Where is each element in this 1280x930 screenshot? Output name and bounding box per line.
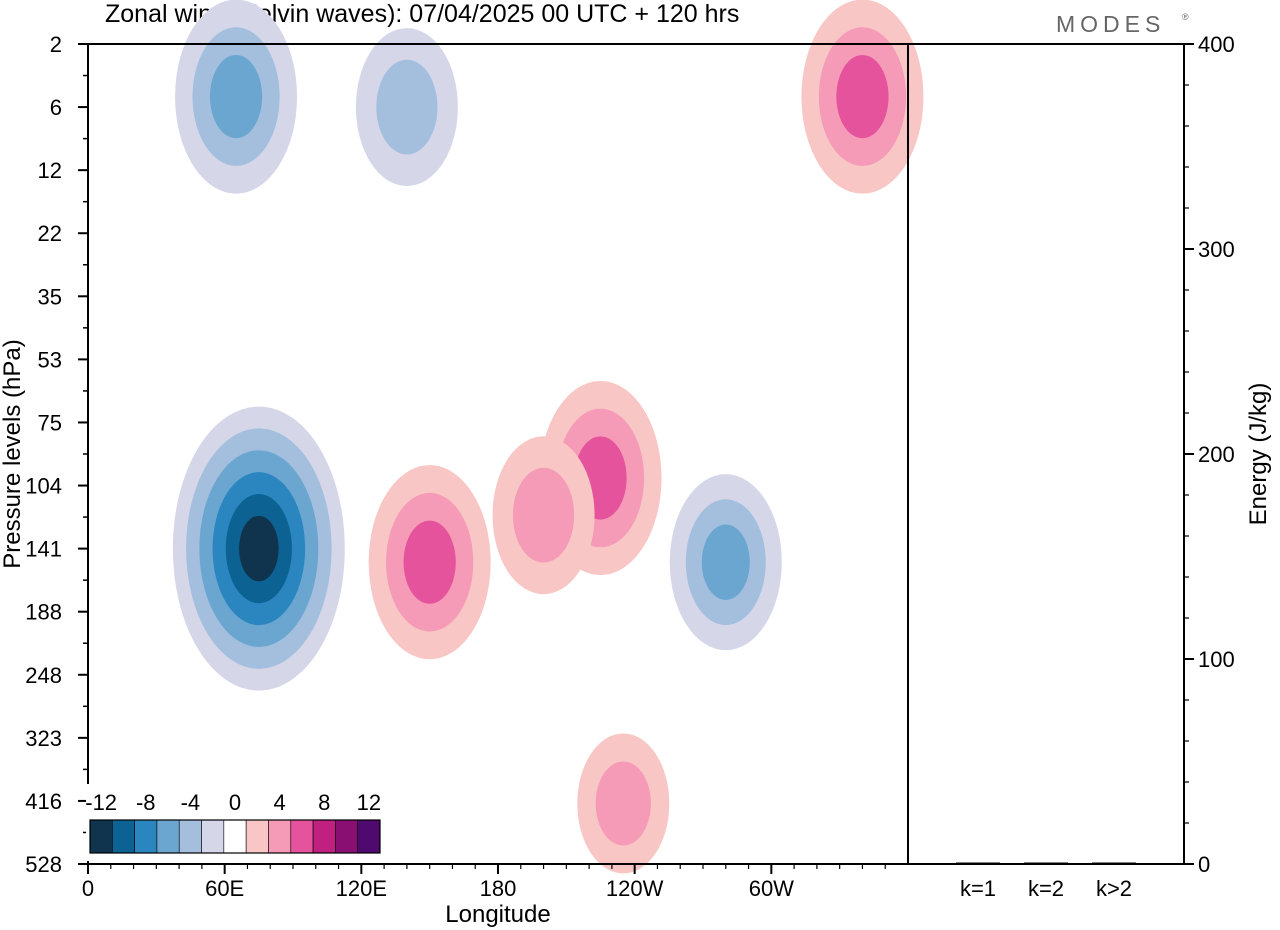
easterly-anomaly-contour	[701, 524, 750, 600]
colorbar-label: -4	[181, 790, 201, 815]
colorbar-frame	[89, 819, 381, 854]
energy-panel: k=1 k=2 k>2 0 100 200 300 400 Energy (J/kg)	[907, 32, 1272, 901]
y-tick-label: 6	[50, 95, 62, 120]
y-tick-label: 248	[25, 663, 62, 688]
y-tick-label: 416	[25, 789, 62, 814]
y-tick-label: 75	[38, 410, 62, 435]
y-tick-label: 35	[38, 284, 62, 309]
colorbar-label: -12	[85, 790, 117, 815]
y-tick-label: 53	[38, 347, 62, 372]
x-tick-label: 180	[480, 876, 517, 901]
westerly-anomaly-contour	[403, 520, 456, 604]
y-tick-label: 12	[38, 158, 62, 183]
y-tick-label: 104	[25, 474, 62, 499]
y-tick-label: 141	[25, 537, 62, 562]
energy-tick-label: 300	[1198, 237, 1235, 262]
colorbar-swatch	[223, 819, 247, 854]
longitude-axis: 0 60E 120E 180 120W 60W	[82, 864, 886, 901]
colorbar-label: 4	[273, 790, 285, 815]
colorbar-swatch	[112, 819, 135, 854]
x-tick-label: 0	[82, 876, 94, 901]
y-tick-label: 188	[25, 600, 62, 625]
colorbar-swatch	[290, 819, 314, 854]
colorbar: -12 -8 -4 0 4 8 12	[85, 784, 384, 861]
colorbar-swatch	[89, 819, 113, 854]
y-tick-label: 528	[25, 852, 62, 877]
energy-tick-label: 100	[1198, 647, 1235, 672]
energy-tick-label: 200	[1198, 442, 1235, 467]
y-tick-label: 2	[50, 32, 62, 57]
colorbar-label: -8	[136, 790, 156, 815]
colorbar-label: 8	[318, 790, 330, 815]
x-tick-label: 60E	[205, 876, 244, 901]
hovmoller-panel: 2 6 12 22 35 53 75 104 141 188 248 323 416 528 0 60E 12…	[0, 0, 924, 928]
x-tick-label: 120E	[336, 876, 387, 901]
easterly-anomaly-contour	[209, 55, 263, 139]
energy-plot-frame	[907, 43, 1185, 865]
x-tick-label: 60W	[749, 876, 794, 901]
colorbar-label: 0	[229, 790, 241, 815]
energy-bar	[956, 862, 1000, 864]
colorbar-swatch	[335, 819, 358, 854]
pressure-axis: 2 6 12 22 35 53 75 104 141 188 248 323 416 528	[25, 32, 88, 877]
colorbar-swatch	[134, 819, 158, 854]
energy-axis-label: Energy (J/kg)	[1245, 383, 1272, 526]
westerly-anomaly-contour	[512, 467, 575, 563]
x-tick-label: 120W	[606, 876, 664, 901]
energy-bar	[1024, 862, 1068, 864]
y-tick-label: 323	[25, 726, 62, 751]
easterly-anomaly-contour	[239, 515, 279, 582]
energy-category-label: k=2	[1028, 876, 1064, 901]
energy-bars: k=1 k=2 k>2	[956, 862, 1136, 901]
colorbar-swatch	[178, 819, 202, 854]
y-axis-label: Pressure levels (hPa)	[0, 339, 26, 568]
y-tick-label: 22	[38, 221, 62, 246]
westerly-anomaly-contour	[595, 761, 651, 846]
x-axis-label: Longitude	[445, 901, 550, 928]
energy-category-label: k>2	[1096, 876, 1132, 901]
modes-logo: MODES	[1056, 11, 1165, 37]
colorbar-swatch	[357, 819, 381, 854]
contour-fill-layer	[172, 0, 924, 874]
energy-category-label: k=1	[960, 876, 996, 901]
energy-tick-label: 0	[1198, 852, 1210, 877]
colorbar-swatch	[312, 819, 336, 854]
colorbar-swatch	[156, 819, 180, 854]
energy-axis: 0 100 200 300 400	[1184, 32, 1235, 877]
energy-tick-label: 400	[1198, 32, 1235, 57]
westerly-anomaly-contour	[836, 55, 889, 139]
colorbar-swatch	[201, 819, 225, 854]
easterly-anomaly-contour	[376, 59, 438, 155]
colorbar-swatch	[268, 819, 292, 854]
modes-logo-mark: ®	[1182, 12, 1189, 22]
colorbar-swatch	[245, 819, 269, 854]
energy-bar	[1092, 862, 1136, 864]
colorbar-label: 12	[357, 790, 381, 815]
